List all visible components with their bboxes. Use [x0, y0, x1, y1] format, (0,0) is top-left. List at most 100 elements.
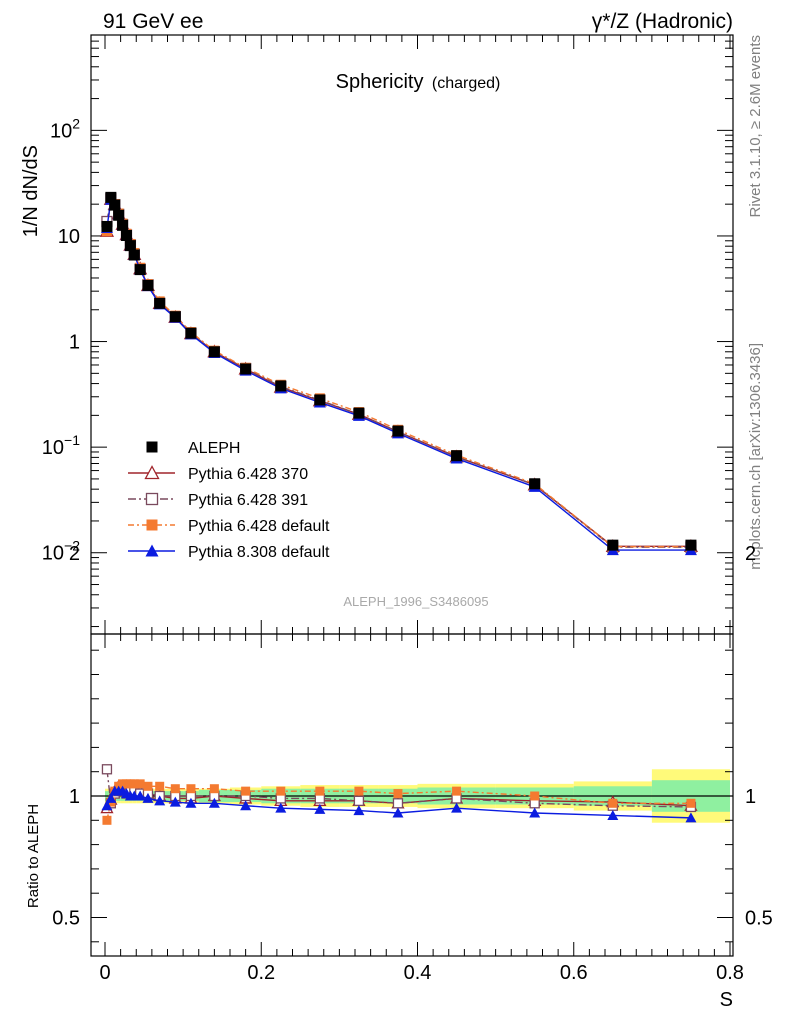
- data-point: [529, 478, 541, 490]
- chart-title-sub: (charged): [432, 75, 500, 92]
- ratio-point: [101, 764, 113, 775]
- legend: ALEPH Pythia 6.428 370 Pythia 6.428 391 Pyt…: [128, 440, 330, 561]
- legend-item: Pythia 8.308 default: [128, 544, 330, 561]
- ratio-point: [276, 786, 286, 796]
- ratio-point: [353, 805, 365, 816]
- ratio-point: [451, 802, 463, 813]
- main-series: [99, 191, 699, 556]
- x-tick-label: 0.4: [404, 962, 432, 984]
- ratio-ticks: [91, 634, 733, 956]
- legend-marker: [146, 441, 158, 453]
- ratio-axis-label: Ratio to ALEPH: [25, 804, 42, 908]
- data-point: [169, 311, 181, 323]
- x-tick-label: 0.8: [716, 962, 744, 984]
- ratio-tick-label-right: 2: [745, 543, 756, 565]
- ratio-point: [354, 786, 364, 796]
- ratio-point: [275, 802, 287, 813]
- ratio-point: [170, 784, 180, 794]
- y-tick-label: 10−2: [42, 538, 80, 565]
- ratio-point: [185, 797, 197, 808]
- ratio-point: [529, 807, 541, 818]
- ratio-point: [353, 795, 365, 807]
- ratio-point: [241, 786, 251, 796]
- data-point: [142, 279, 154, 291]
- data-point: [275, 380, 287, 392]
- analysis-id: ALEPH_1996_S3486095: [343, 594, 488, 609]
- chart-title-main: Sphericity: [336, 71, 424, 93]
- y-tick-label-base: 10: [42, 543, 64, 565]
- data-point: [117, 219, 129, 231]
- legend-label: Pythia 6.428 default: [188, 518, 330, 535]
- ratio-point: [143, 781, 153, 791]
- x-tick-labels: 0 0.2 0.4 0.6 0.8: [99, 962, 743, 984]
- ratio-point: [240, 800, 252, 811]
- ratio-pythia-8-308-default: [101, 785, 697, 823]
- ratio-plot: 2 2 1 1 0.5 0.5: [52, 543, 773, 957]
- data-point: [124, 240, 136, 252]
- ratio-point: [135, 779, 145, 789]
- ratio-series: [100, 764, 698, 825]
- legend-marker: [144, 465, 160, 480]
- legend-marker: [146, 519, 158, 531]
- data-point: [109, 199, 121, 211]
- data-point: [113, 209, 125, 221]
- y-tick-label-base: 1: [69, 332, 80, 354]
- ratio-tick-label-right: 0.5: [745, 908, 773, 930]
- ratio-point: [154, 795, 166, 806]
- series-aleph: [101, 191, 697, 551]
- legend-item: ALEPH: [146, 440, 240, 457]
- data-point: [101, 220, 113, 232]
- header-right-symbol: γ*/Z: [592, 10, 630, 33]
- header-right: γ*/Z (Hadronic): [592, 10, 733, 33]
- ratio-point: [208, 797, 220, 808]
- y-tick-label-exponent: −2: [64, 538, 80, 554]
- ratio-tick-label-left: 2: [69, 543, 80, 565]
- legend-marker: [145, 492, 159, 506]
- ratio-point: [209, 784, 219, 794]
- data-point: [314, 394, 326, 406]
- y-tick-label-base: 10: [42, 437, 64, 459]
- main-ticks: [91, 34, 733, 634]
- x-tick-label: 0.2: [247, 962, 275, 984]
- ratio-point: [314, 803, 326, 814]
- y-tick-label: 10: [58, 226, 80, 248]
- chart-title: Sphericity (charged): [336, 71, 501, 93]
- data-point: [134, 264, 146, 276]
- legend-item: Pythia 6.428 391: [128, 492, 308, 509]
- x-tick-label: 0: [99, 962, 110, 984]
- data-point: [105, 191, 117, 203]
- legend-item: Pythia 6.428 default: [128, 518, 330, 535]
- ratio-point: [607, 809, 619, 820]
- ratio-point: [169, 796, 181, 807]
- legend-label: ALEPH: [188, 440, 240, 457]
- header-right-text: (Hadronic): [629, 10, 733, 33]
- ratio-point: [685, 812, 697, 823]
- ratio-point: [686, 798, 696, 808]
- ratio-point: [142, 792, 154, 803]
- ratio-point: [155, 781, 165, 791]
- ratio-point: [101, 800, 113, 811]
- ratio-point: [315, 786, 325, 796]
- ratio-point: [102, 815, 112, 825]
- ratio-point: [393, 789, 403, 799]
- data-point: [451, 450, 463, 462]
- data-point: [392, 425, 404, 437]
- data-point: [185, 327, 197, 339]
- y-tick-label: 1: [69, 332, 80, 354]
- ratio-point: [608, 798, 618, 808]
- ratio-tick-label-left: 1: [69, 786, 80, 808]
- ratio-point: [186, 784, 196, 794]
- y-tick-label-base: 10: [58, 226, 80, 248]
- y-tick-label: 10−1: [42, 432, 80, 459]
- legend-label: Pythia 6.428 370: [188, 466, 308, 483]
- ratio-point: [452, 786, 462, 796]
- ratio-point: [105, 792, 117, 803]
- rivet-label: Rivet 3.1.10, ≥ 2.6M events: [747, 35, 764, 218]
- ratio-point: [129, 779, 139, 789]
- data-point: [685, 539, 697, 551]
- series-line: [106, 196, 691, 548]
- y-tick-label-exponent: 2: [72, 115, 80, 131]
